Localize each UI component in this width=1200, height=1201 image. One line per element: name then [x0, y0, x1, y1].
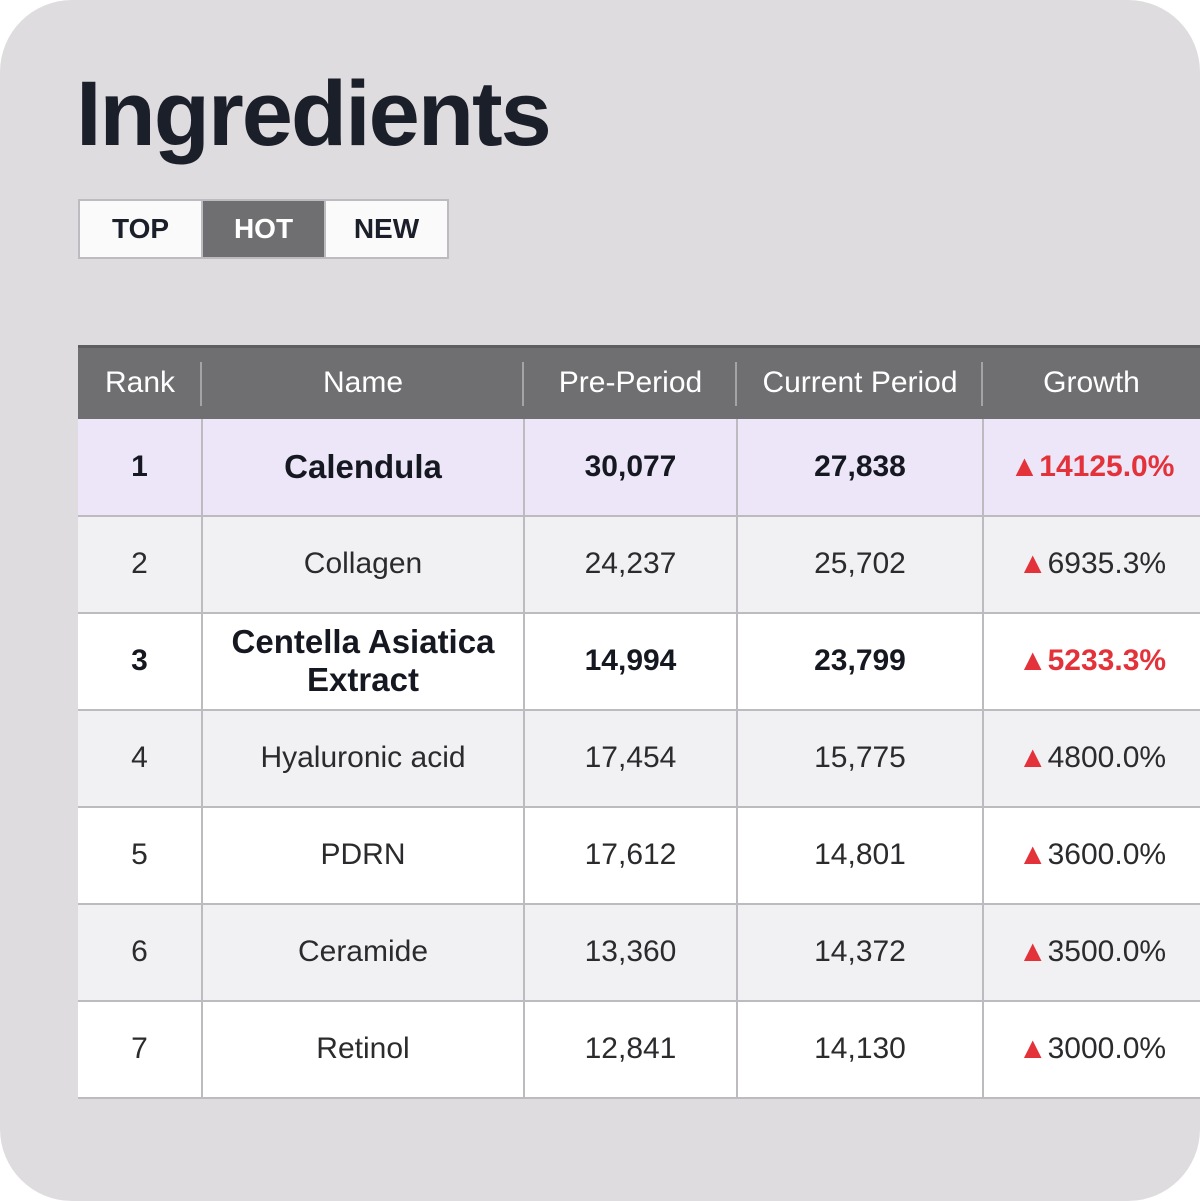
growth-cell: ▲4800.0% [983, 710, 1200, 807]
triangle-up-icon: ▲ [1009, 449, 1040, 483]
triangle-up-icon: ▲ [1017, 547, 1048, 580]
table-row[interactable]: 2 Collagen 24,237 25,702 ▲6935.3% [78, 515, 1200, 613]
rank-cell: 6 [78, 903, 203, 1001]
pre-period-cell: 17,612 [524, 806, 738, 904]
pre-period-cell: 24,237 [524, 515, 738, 613]
header-growth: Growth [983, 345, 1200, 419]
growth-value: 6935.3% [1047, 547, 1167, 580]
table-row[interactable]: 5 PDRN 17,612 14,801 ▲3600.0% [78, 806, 1200, 904]
pre-period-cell: 17,454 [524, 709, 738, 807]
table-row[interactable]: 6 Ceramide 13,360 14,372 ▲3500.0% [78, 903, 1200, 1001]
ingredient-name-cell: Retinol [202, 1000, 525, 1098]
growth-cell: ▲3500.0% [983, 904, 1200, 1001]
table-row[interactable]: 3 Centella Asiatica Extract 14,994 23,799 ▲5… [78, 612, 1200, 710]
growth-cell: ▲3600.0% [983, 807, 1200, 904]
growth-value: 3600.0% [1047, 838, 1167, 871]
ingredient-name-cell: Ceramide [202, 903, 525, 1001]
pre-period-cell: 12,841 [524, 1000, 738, 1098]
rank-cell: 7 [78, 1000, 203, 1098]
header-name: Name [202, 345, 524, 419]
pre-period-cell: 13,360 [524, 903, 738, 1001]
growth-value: 5233.3% [1047, 644, 1167, 677]
growth-cell: ▲6935.3% [983, 516, 1200, 613]
ingredient-name-cell: Calendula [202, 418, 525, 516]
tab-new[interactable]: NEW [326, 201, 447, 257]
pre-period-cell: 14,994 [524, 612, 738, 710]
ingredient-name-cell: Collagen [202, 515, 525, 613]
growth-value: 3500.0% [1047, 935, 1167, 968]
current-period-cell: 14,130 [737, 1000, 984, 1098]
rank-cell: 4 [78, 709, 203, 807]
current-period-cell: 14,801 [737, 806, 984, 904]
ingredient-name-cell: PDRN [202, 806, 525, 904]
current-period-cell: 27,838 [737, 418, 984, 516]
table-row[interactable]: 7 Retinol 12,841 14,130 ▲3000.0% [78, 1000, 1200, 1098]
current-period-cell: 15,775 [737, 709, 984, 807]
triangle-up-icon: ▲ [1017, 1032, 1048, 1065]
growth-value: 4800.0% [1047, 741, 1167, 774]
tab-top[interactable]: TOP [80, 201, 203, 257]
header-current-period: Current Period [737, 345, 983, 419]
growth-cell: ▲5233.3% [983, 613, 1200, 710]
ingredient-name-cell: Hyaluronic acid [202, 709, 525, 807]
header-rank: Rank [78, 345, 202, 419]
table-row[interactable]: 1 Calendula 30,077 27,838 ▲14125.0% [78, 418, 1200, 516]
table-header-row: Rank Name Pre-Period Current Period Grow… [78, 345, 1200, 419]
growth-value: 14125.0% [1039, 449, 1175, 483]
current-period-cell: 14,372 [737, 903, 984, 1001]
rank-cell: 2 [78, 515, 203, 613]
ingredients-table: Rank Name Pre-Period Current Period Grow… [78, 345, 1200, 1099]
rank-cell: 5 [78, 806, 203, 904]
table-row[interactable]: 4 Hyaluronic acid 17,454 15,775 ▲4800.0% [78, 709, 1200, 807]
triangle-up-icon: ▲ [1017, 644, 1048, 677]
current-period-cell: 23,799 [737, 612, 984, 710]
tab-hot[interactable]: HOT [203, 201, 326, 257]
pre-period-cell: 30,077 [524, 418, 738, 516]
header-pre-period: Pre-Period [524, 345, 737, 419]
table-body: 1 Calendula 30,077 27,838 ▲14125.0% 2 Collagen… [78, 418, 1200, 1098]
growth-cell: ▲3000.0% [983, 1001, 1200, 1098]
triangle-up-icon: ▲ [1017, 741, 1048, 774]
triangle-up-icon: ▲ [1017, 838, 1048, 871]
triangle-up-icon: ▲ [1017, 935, 1048, 968]
ingredient-name-cell: Centella Asiatica Extract [202, 612, 525, 710]
current-period-cell: 25,702 [737, 515, 984, 613]
growth-cell: ▲14125.0% [983, 419, 1200, 516]
rank-cell: 3 [78, 612, 203, 710]
tab-bar: TOP HOT NEW [78, 199, 449, 259]
page-title: Ingredients [76, 63, 552, 165]
rank-cell: 1 [78, 418, 203, 516]
growth-value: 3000.0% [1047, 1032, 1167, 1065]
